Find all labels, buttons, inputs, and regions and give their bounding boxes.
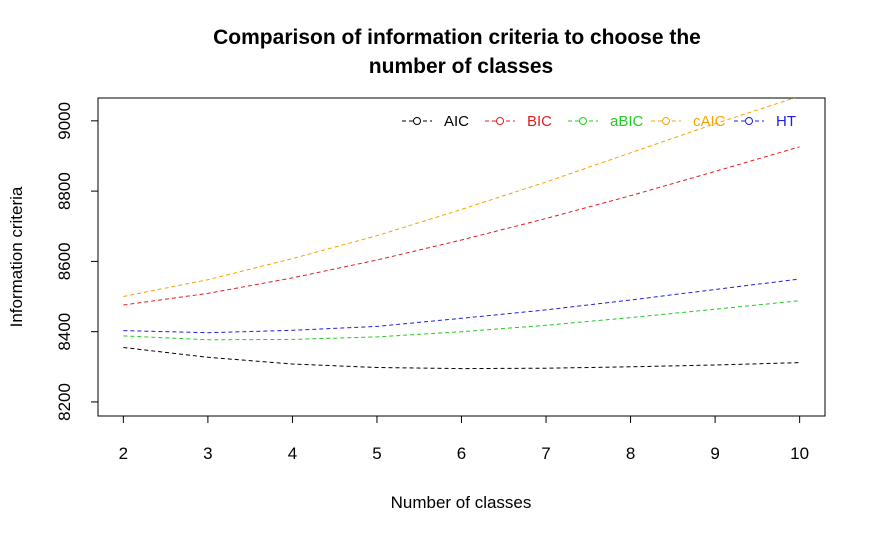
- x-tick-label: 8: [626, 444, 635, 463]
- y-tick-label: 9000: [55, 102, 74, 140]
- legend-label-abic: aBIC: [610, 113, 644, 130]
- legend-label-caic: cAIC: [693, 113, 726, 130]
- x-axis: 2 3 4 5 6 7 8 9 10: [119, 415, 809, 463]
- series-line-caic: [123, 98, 796, 297]
- legend-marker-abic: [579, 117, 587, 125]
- legend-label-aic: AIC: [444, 113, 469, 130]
- x-tick-label: 3: [203, 444, 212, 463]
- legend-item-abic: aBIC: [568, 113, 644, 130]
- legend-label-bic: BIC: [527, 113, 552, 130]
- series-layer: [123, 98, 800, 370]
- series-line-ht: [123, 278, 800, 334]
- legend-item-bic: BIC: [485, 113, 552, 130]
- x-tick-label: 10: [790, 444, 809, 463]
- x-tick-label: 4: [288, 444, 297, 463]
- x-tick-label: 5: [372, 444, 381, 463]
- legend-item-ht: HT: [734, 113, 796, 130]
- x-tick-label: 7: [541, 444, 550, 463]
- legend-marker-bic: [496, 117, 504, 125]
- x-tick-label: 9: [710, 444, 719, 463]
- legend-item-caic: cAIC: [651, 113, 726, 130]
- legend-item-aic: AIC: [402, 113, 469, 130]
- y-tick-label: 8200: [55, 383, 74, 421]
- x-axis-label: Number of classes: [391, 493, 532, 512]
- series-line-bic: [123, 146, 800, 306]
- y-axis: 8200 8400 8600 8800 9000: [55, 102, 99, 421]
- chart-title-line1: Comparison of information criteria to ch…: [213, 26, 701, 49]
- legend-marker-aic: [413, 117, 421, 125]
- x-tick-label: 6: [457, 444, 466, 463]
- y-tick-label: 8400: [55, 313, 74, 351]
- legend-label-ht: HT: [776, 113, 796, 130]
- chart-title-line2: number of classes: [369, 55, 553, 78]
- legend-marker-ht: [745, 117, 753, 125]
- x-tick-label: 2: [119, 444, 128, 463]
- legend-marker-caic: [662, 117, 670, 125]
- y-axis-label: Information criteria: [7, 186, 26, 327]
- series-line-aic: [123, 347, 800, 370]
- y-tick-label: 8600: [55, 242, 74, 280]
- series-line-abic: [123, 300, 800, 341]
- legend: AIC BIC aBIC cAIC HT: [402, 113, 796, 130]
- y-tick-label: 8800: [55, 172, 74, 210]
